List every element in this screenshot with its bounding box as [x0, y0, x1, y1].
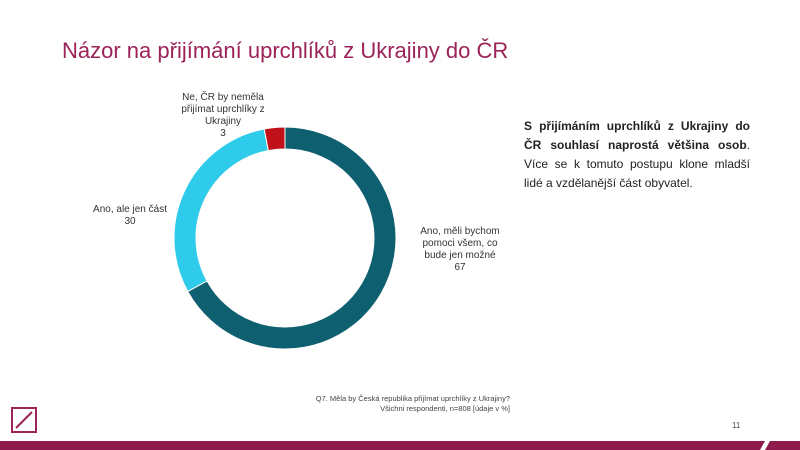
value-label: 30 [124, 216, 136, 227]
bottom-bar [0, 441, 765, 450]
summary: S přijímáním uprchlíků z Ukrajiny do ČR … [524, 117, 750, 193]
slide-title: Názor na přijímání uprchlíků z Ukrajiny … [62, 38, 509, 63]
value-label: 67 [454, 262, 466, 273]
logo [11, 407, 37, 433]
donut-slice [173, 128, 269, 293]
summary-bold: S přijímáním uprchlíků z Ukrajiny do ČR … [524, 119, 750, 152]
slice-label: Ne, ČR by neměla přijímat uprchlíky z Uk… [178, 92, 268, 140]
bottom-bar-end [765, 441, 800, 450]
category-label: Ne, ČR by neměla přijímat uprchlíky z Uk… [181, 92, 265, 127]
summary-text: . Více se k tomuto postupu klone mladší … [524, 138, 750, 190]
donut-slice [187, 126, 397, 350]
slice-label: Ano, ale jen část 30 [80, 204, 180, 228]
footnote-line: Všichni respondenti, n=808 [údaje v %] [380, 404, 510, 413]
donut-slice [263, 126, 286, 152]
category-label: Ano, měli bychom pomoci všem, co bude je… [420, 226, 500, 261]
footnote-line: Q7. Měla by Česká republika přijímat upr… [315, 394, 510, 403]
slice-label: Ano, měli bychom pomoci všem, co bude je… [415, 226, 505, 274]
footnote: Q7. Měla by Česká republika přijímat upr… [316, 394, 510, 414]
logo-slash [15, 411, 33, 429]
page-number: 11 [732, 421, 741, 430]
category-label: Ano, ale jen část [93, 204, 167, 215]
value-label: 3 [220, 128, 226, 139]
